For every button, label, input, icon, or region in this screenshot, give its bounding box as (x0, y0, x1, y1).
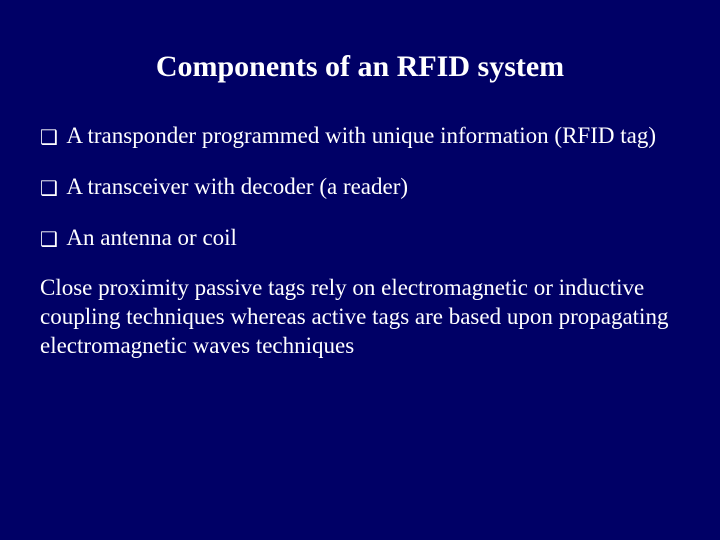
slide-title: Components of an RFID system (40, 50, 680, 84)
slide-body: ❑ A transponder programmed with unique i… (40, 122, 680, 361)
bullet-item: ❑ An antenna or coil (40, 224, 680, 253)
bullet-item: ❑ A transponder programmed with unique i… (40, 122, 680, 151)
paragraph-text: Close proximity passive tags rely on ele… (40, 274, 680, 360)
bullet-text: An antenna or coil (66, 225, 237, 250)
square-bullet-icon: ❑ (40, 177, 58, 202)
square-bullet-icon: ❑ (40, 228, 58, 253)
bullet-text: A transponder programmed with unique inf… (66, 123, 656, 148)
square-bullet-icon: ❑ (40, 126, 58, 151)
bullet-item: ❑ A transceiver with decoder (a reader) (40, 173, 680, 202)
slide: Components of an RFID system ❑ A transpo… (0, 0, 720, 540)
bullet-text: A transceiver with decoder (a reader) (66, 174, 408, 199)
